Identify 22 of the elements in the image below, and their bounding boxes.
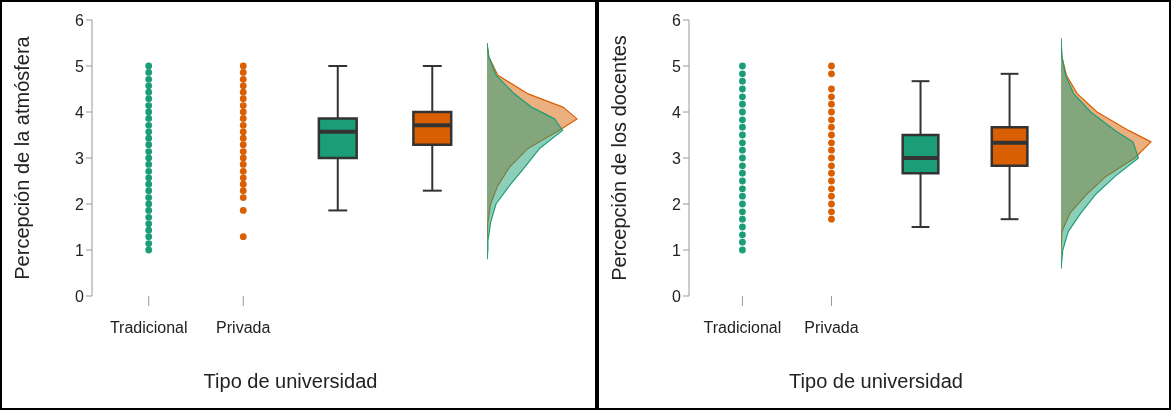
x-axis-title: Tipo de universidad — [203, 370, 378, 392]
y-tick-label: 0 — [672, 287, 682, 305]
x-tick-label: Tradicional — [109, 319, 188, 337]
y-tick-label: 2 — [75, 195, 85, 213]
x-tick-label: Privada — [216, 319, 271, 337]
y-tick-label: 5 — [672, 57, 682, 75]
y-tick-label: 3 — [75, 149, 85, 167]
y-tick-label: 4 — [75, 103, 85, 121]
y-axis-title: Percepción de los docentes — [608, 35, 631, 281]
y-tick-label: 1 — [672, 241, 682, 259]
y-tick-label: 5 — [75, 57, 85, 75]
y-axis-title: Percepción de la atmósfera — [11, 35, 34, 280]
y-tick-label: 6 — [672, 11, 682, 29]
x-axis-title: Tipo de universidad — [789, 370, 963, 392]
x-tick-label: Tradicional — [703, 319, 782, 337]
y-tick-label: 4 — [672, 103, 682, 121]
y-tick-label: 0 — [75, 287, 85, 305]
y-tick-label: 3 — [672, 149, 682, 167]
x-tick-label: Privada — [804, 319, 859, 337]
y-tick-label: 2 — [672, 195, 682, 213]
y-tick-label: 6 — [75, 11, 85, 29]
y-tick-label: 1 — [75, 241, 85, 259]
